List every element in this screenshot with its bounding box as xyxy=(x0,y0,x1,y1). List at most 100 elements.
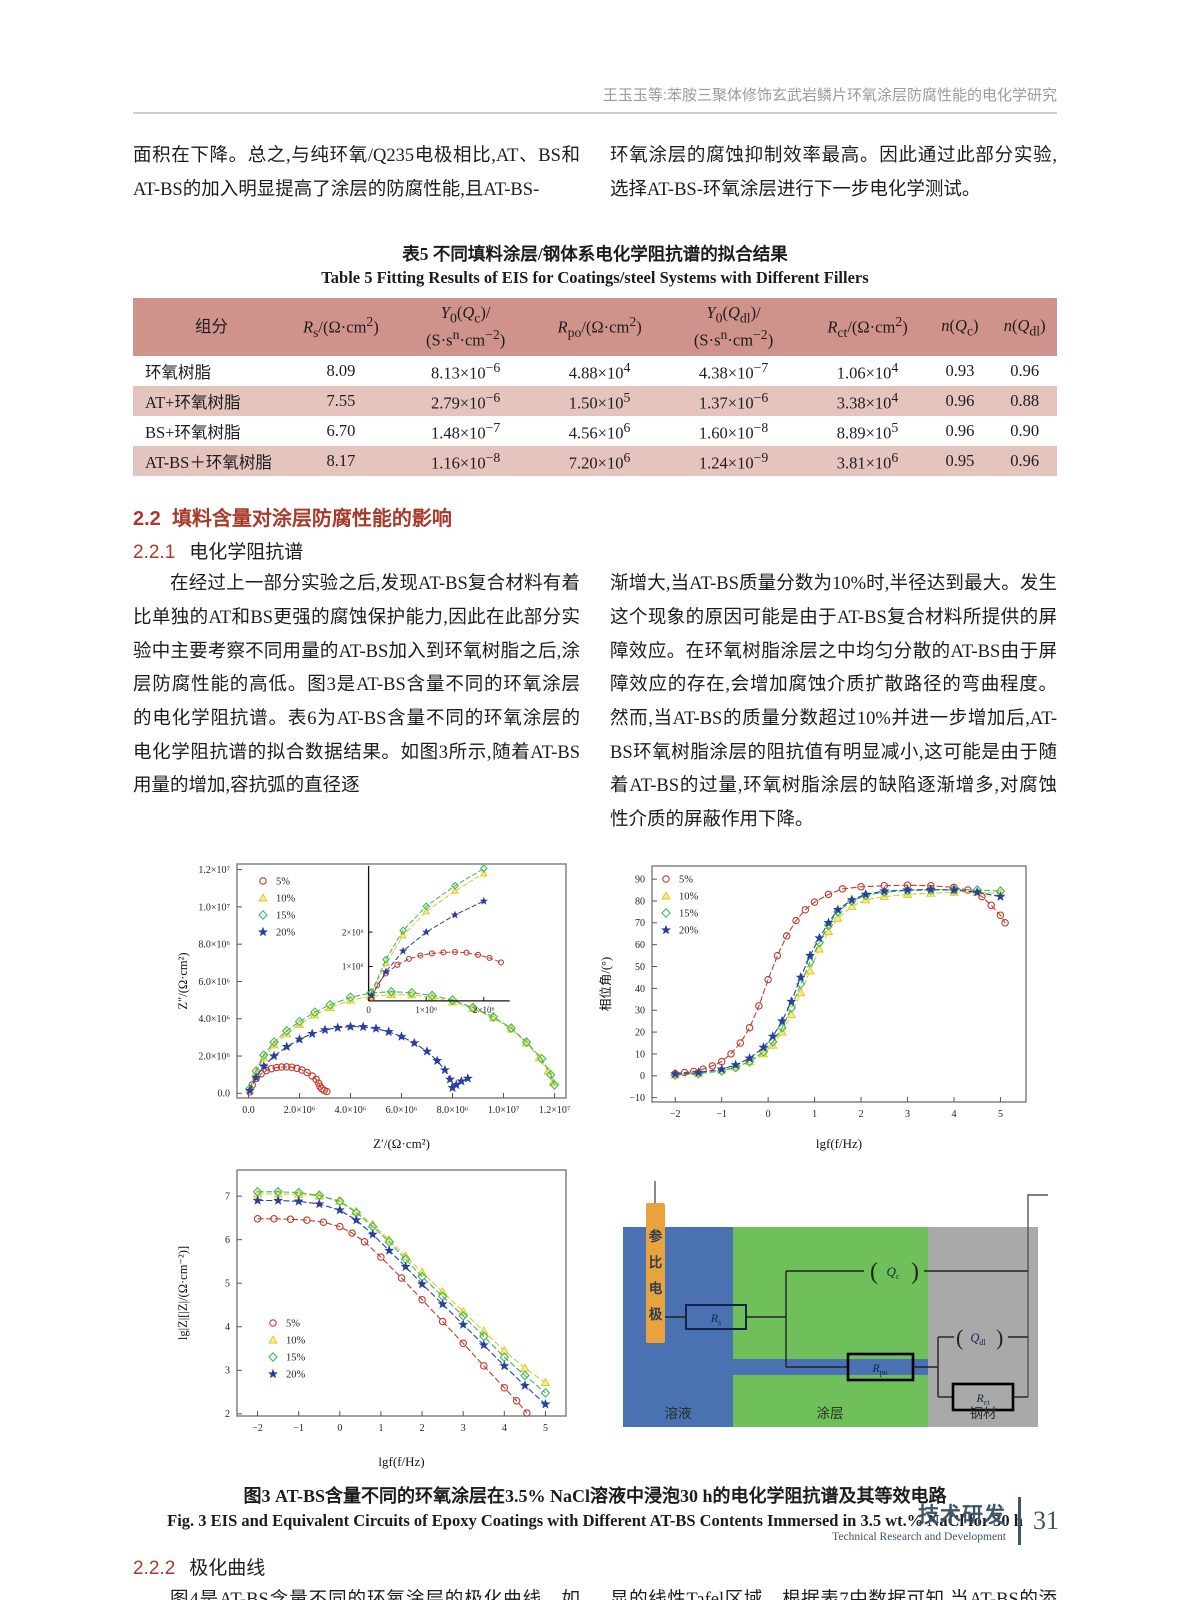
svg-text:20%: 20% xyxy=(286,1369,306,1380)
intro-paragraphs: 面积在下降。总之,与纯环氧/Q235电极相比,AT、BS和AT-BS的加入明显提… xyxy=(133,140,1057,207)
table5-header-cell: Rs/(Ω·cm2) xyxy=(290,298,392,357)
svg-text:10%: 10% xyxy=(286,1335,306,1346)
figure3-caption-en: Fig. 3 EIS and Equivalent Circuits of Ep… xyxy=(167,1510,1023,1530)
figure3-caption-zh: 图3 AT-BS含量不同的环氧涂层在3.5% NaCl溶液中浸泡30 h的电化学… xyxy=(243,1485,947,1506)
svg-text:lg|Z|[|Z|/(Ω·cm⁻²)]: lg|Z|[|Z|/(Ω·cm⁻²)] xyxy=(176,1245,190,1339)
table5-cell: 2.79×10−6 xyxy=(391,386,540,417)
table5-cell: 0.96 xyxy=(992,446,1057,477)
svg-text:−2: −2 xyxy=(252,1423,263,1434)
table5-cell: 4.88×104 xyxy=(568,359,631,383)
svg-text:5: 5 xyxy=(543,1423,548,1434)
svg-text:60: 60 xyxy=(635,940,645,951)
svg-text:4: 4 xyxy=(225,1322,230,1333)
section-2-2-1-title: 电化学阻抗谱 xyxy=(189,542,304,564)
svg-text:0: 0 xyxy=(640,1071,645,1082)
figure3-row2: −2 −1 0 1 2 3 4 5 2 3 4 5 6 7 lgf(f/Hz) lg|Z|[|Z|/(Ω·cm… xyxy=(133,1154,1057,1472)
section-2-2-2-heading: 2.2.2 极化曲线 xyxy=(133,1553,1057,1580)
table5-row: 环氧树脂 8.09 8.13×10−6 4.88×104 4.38×10−7 1.06×1… xyxy=(133,356,1057,386)
svg-text:−10: −10 xyxy=(629,1093,645,1104)
svg-text:30: 30 xyxy=(635,1005,645,1016)
table5-cell: 1.24×10−9 xyxy=(659,446,808,477)
table5-cell: 0.93 xyxy=(945,361,975,381)
svg-text:2: 2 xyxy=(420,1423,425,1434)
svg-text:3: 3 xyxy=(461,1423,466,1434)
svg-text:溶液: 溶液 xyxy=(665,1406,693,1421)
svg-text:7: 7 xyxy=(225,1191,230,1202)
table5-cell: 4.38×10−7 xyxy=(698,359,769,383)
table5-title-en: Table 5 Fitting Results of EIS for Coati… xyxy=(321,268,869,288)
svg-text:20%: 20% xyxy=(679,925,699,936)
table5-header-cell: n(Qdl) xyxy=(992,298,1057,357)
svg-text:(: ( xyxy=(956,1325,963,1350)
table5-header-cell: Y0(Qdl)/(S·sn·cm−2) xyxy=(659,298,808,357)
svg-text:10%: 10% xyxy=(276,893,296,904)
table5-cell: 3.38×104 xyxy=(807,386,928,417)
svg-text:): ) xyxy=(996,1325,1003,1350)
svg-text:钢材: 钢材 xyxy=(970,1406,997,1421)
svg-text:90: 90 xyxy=(635,874,645,885)
intro-left-paragraph: 面积在下降。总之,与纯环氧/Q235电极相比,AT、BS和AT-BS的加入明显提… xyxy=(133,146,580,200)
table5-cell: 0.96 xyxy=(1010,361,1040,381)
section-2-2-1-heading: 2.2.1 电化学阻抗谱 xyxy=(133,537,1057,564)
equivalent-circuit-diagram: 参比电极 Rs (Qc) Rpo (Qdl) Rct 溶液 涂层 钢材 xyxy=(578,1154,1057,1460)
svg-text:(: ( xyxy=(870,1259,878,1285)
footer-section-zh: 技术研发 xyxy=(918,1504,1006,1527)
figure3: 0.0 2.0×10⁶ 4.0×10⁶ 6.0×10⁶ 8.0×10⁶ 1.0×10⁷ 1.… xyxy=(133,852,1057,1531)
svg-text:20: 20 xyxy=(635,1027,645,1038)
table5-cell: 0.95 xyxy=(927,446,993,477)
bode-phase-chart: −2 −1 0 1 2 3 4 5 −10 0 10 20 30 40 50 60 70 80 90 lgf(f/Hz… xyxy=(578,852,1057,1154)
table5-cell: 环氧树脂 xyxy=(145,363,211,383)
table5-header-cell: Rct/(Ω·cm2) xyxy=(807,298,928,357)
svg-text:8.0×10⁶: 8.0×10⁶ xyxy=(437,1105,469,1116)
svg-text:−1: −1 xyxy=(716,1109,727,1120)
table5-cell: 8.13×10−6 xyxy=(430,359,501,383)
svg-text:参: 参 xyxy=(649,1228,663,1244)
svg-text:极: 极 xyxy=(649,1306,663,1322)
table5-cell: 1.48×10−7 xyxy=(430,419,501,443)
svg-text:Rct: Rct xyxy=(975,1391,990,1407)
svg-text:比: 比 xyxy=(649,1254,663,1270)
table5-header-cell: n(Qc) xyxy=(927,298,993,357)
svg-text:15%: 15% xyxy=(679,908,699,919)
svg-text:10%: 10% xyxy=(679,891,699,902)
section-2-2-1-left-paragraph: 在经过上一部分实验之后,发现AT-BS复合材料有着比单独的AT和BS更强的腐蚀保… xyxy=(133,574,580,797)
svg-text:80: 80 xyxy=(635,896,645,907)
table5-cell: 8.09 xyxy=(326,361,356,381)
table5-cell: 1.60×10−8 xyxy=(698,419,769,443)
svg-text:lgf(f/Hz): lgf(f/Hz) xyxy=(816,1136,862,1151)
table5-row: AT+环氧树脂 7.55 2.79×10−6 1.50×105 1.37×10−6 3.3… xyxy=(133,386,1057,417)
page-footer: 技术研发 Technical Research and Development … xyxy=(832,1497,1059,1545)
table5-cell: 6.70 xyxy=(326,421,356,441)
svg-text:2×10⁶: 2×10⁶ xyxy=(473,1004,495,1014)
svg-text:Rs: Rs xyxy=(710,1311,721,1327)
svg-text:4.0×10⁶: 4.0×10⁶ xyxy=(335,1105,367,1116)
content: 王玉玉等:苯胺三聚体修饰玄武岩鳞片环氧涂层防腐性能的电化学研究 面积在下降。总之… xyxy=(133,0,1057,1600)
table5-cell: 1.50×105 xyxy=(539,386,660,417)
table5-cell: BS+环氧树脂 xyxy=(145,423,241,443)
svg-text:0.0: 0.0 xyxy=(242,1105,255,1116)
section-2-2-1-number: 2.2.1 xyxy=(133,542,176,564)
svg-text:3: 3 xyxy=(225,1365,230,1376)
table5-cell: 3.81×106 xyxy=(807,446,928,477)
table5-header-cell: Rpo/(Ω·cm2) xyxy=(539,298,660,357)
section-2-2-heading: 2.2 填料含量对涂层防腐性能的影响 xyxy=(133,502,1057,531)
footer-section-en: Technical Research and Development xyxy=(832,1531,1006,1543)
svg-text:涂层: 涂层 xyxy=(817,1406,844,1421)
svg-text:1×10⁶: 1×10⁶ xyxy=(415,1004,437,1014)
table5-cell: 1.06×104 xyxy=(836,359,899,383)
table5-row: AT-BS＋环氧树脂 8.17 1.16×10−8 7.20×106 1.24×10−9… xyxy=(133,446,1057,477)
section-2-2-1-right-paragraph: 渐增大,当AT-BS质量分数为10%时,半径达到最大。发生这个现象的原因可能是由… xyxy=(610,574,1057,830)
svg-text:5: 5 xyxy=(998,1109,1003,1120)
svg-text:6: 6 xyxy=(225,1235,230,1246)
svg-text:4: 4 xyxy=(951,1109,956,1120)
svg-text:1.0×10⁷: 1.0×10⁷ xyxy=(198,902,230,913)
table5-head: 组分 Rs/(Ω·cm2) Y0(Qc)/(S·sn·cm−2) Rpo/(Ω·cm2… xyxy=(133,298,1057,357)
svg-text:20%: 20% xyxy=(276,927,296,938)
svg-text:Z′/(Ω·cm²): Z′/(Ω·cm²) xyxy=(373,1136,430,1151)
svg-text:Qdl: Qdl xyxy=(970,1331,986,1347)
svg-text:70: 70 xyxy=(635,918,645,929)
table5-cell: 0.88 xyxy=(992,386,1057,417)
page-number: 31 xyxy=(1033,1506,1059,1535)
svg-text:1.2×10⁷: 1.2×10⁷ xyxy=(198,865,230,876)
